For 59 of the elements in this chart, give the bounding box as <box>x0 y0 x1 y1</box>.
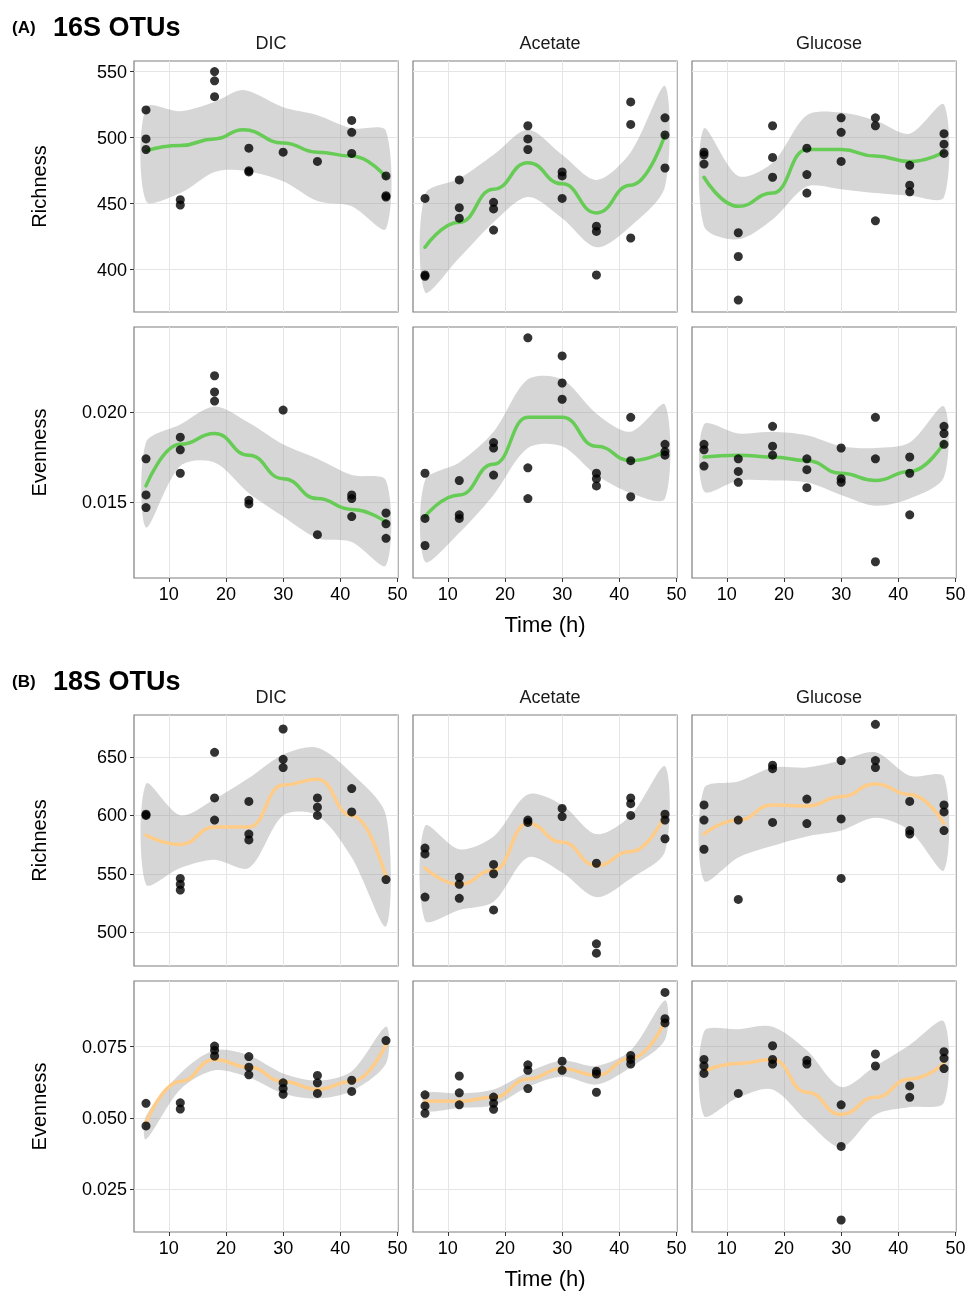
y-axis-title: Evenness <box>28 1062 50 1151</box>
y-tick-label: 550 <box>96 61 127 82</box>
y-tick-label: 600 <box>96 805 127 826</box>
x-tick-label: 20 <box>494 584 516 604</box>
x-tick-label: 10 <box>158 1238 179 1258</box>
x-tick-label: 40 <box>609 1238 630 1258</box>
y-tick-label: 400 <box>96 259 127 280</box>
y-tick-label: 500 <box>96 922 127 943</box>
x-tick-label: 30 <box>552 584 573 604</box>
x-tick-label: 30 <box>273 1238 294 1258</box>
y-tick-label: 0.050 <box>81 1107 127 1128</box>
chart-title: DIC <box>255 33 287 53</box>
x-tick-label: 20 <box>773 1238 795 1258</box>
chart-title: Acetate <box>519 687 581 707</box>
x-tick-label: 50 <box>945 1238 966 1258</box>
x-tick-label: 20 <box>215 1238 237 1258</box>
y-tick-label: 0.020 <box>81 401 127 422</box>
y-tick-label: 650 <box>96 747 127 768</box>
x-tick-label: 50 <box>666 1238 687 1258</box>
x-tick-label: 50 <box>666 584 687 604</box>
x-tick-label: 30 <box>831 584 852 604</box>
x-axis-title: Time (h) <box>504 1265 586 1291</box>
x-tick-label: 40 <box>330 1238 351 1258</box>
y-tick-label: 0.015 <box>81 492 127 513</box>
chart-title: Glucose <box>795 33 863 53</box>
x-tick-label: 30 <box>273 584 294 604</box>
chart-title: Acetate <box>519 33 581 53</box>
y-tick-label: 550 <box>96 863 127 884</box>
text: (B) <box>12 672 36 691</box>
x-tick-label: 40 <box>888 584 909 604</box>
x-tick-label: 10 <box>716 584 737 604</box>
y-tick-label: 0.025 <box>81 1179 127 1200</box>
x-tick-label: 10 <box>158 584 179 604</box>
x-tick-label: 50 <box>387 584 408 604</box>
x-tick-label: 10 <box>437 1238 458 1258</box>
x-tick-label: 30 <box>552 1238 573 1258</box>
y-tick-label: 450 <box>96 193 127 214</box>
x-axis-title: Time (h) <box>504 611 586 637</box>
x-tick-label: 20 <box>773 584 795 604</box>
y-axis-title: Richness <box>28 799 50 882</box>
text: 16S OTUs <box>53 11 181 42</box>
chart-title: DIC <box>255 687 287 707</box>
x-tick-label: 40 <box>888 1238 909 1258</box>
x-tick-label: 20 <box>494 1238 516 1258</box>
x-tick-label: 10 <box>437 584 458 604</box>
x-tick-label: 50 <box>945 584 966 604</box>
text: (A) <box>12 18 36 37</box>
chart-title: Glucose <box>795 687 863 707</box>
y-axis-title: Richness <box>28 145 50 228</box>
y-tick-label: 500 <box>96 127 127 148</box>
x-tick-label: 50 <box>387 1238 408 1258</box>
x-tick-label: 10 <box>716 1238 737 1258</box>
text: 18S OTUs <box>53 665 181 696</box>
y-tick-label: 0.075 <box>81 1036 127 1057</box>
x-tick-label: 20 <box>215 584 237 604</box>
y-axis-title: Evenness <box>28 408 50 497</box>
x-tick-label: 40 <box>609 584 630 604</box>
x-tick-label: 40 <box>330 584 351 604</box>
x-tick-label: 30 <box>831 1238 852 1258</box>
